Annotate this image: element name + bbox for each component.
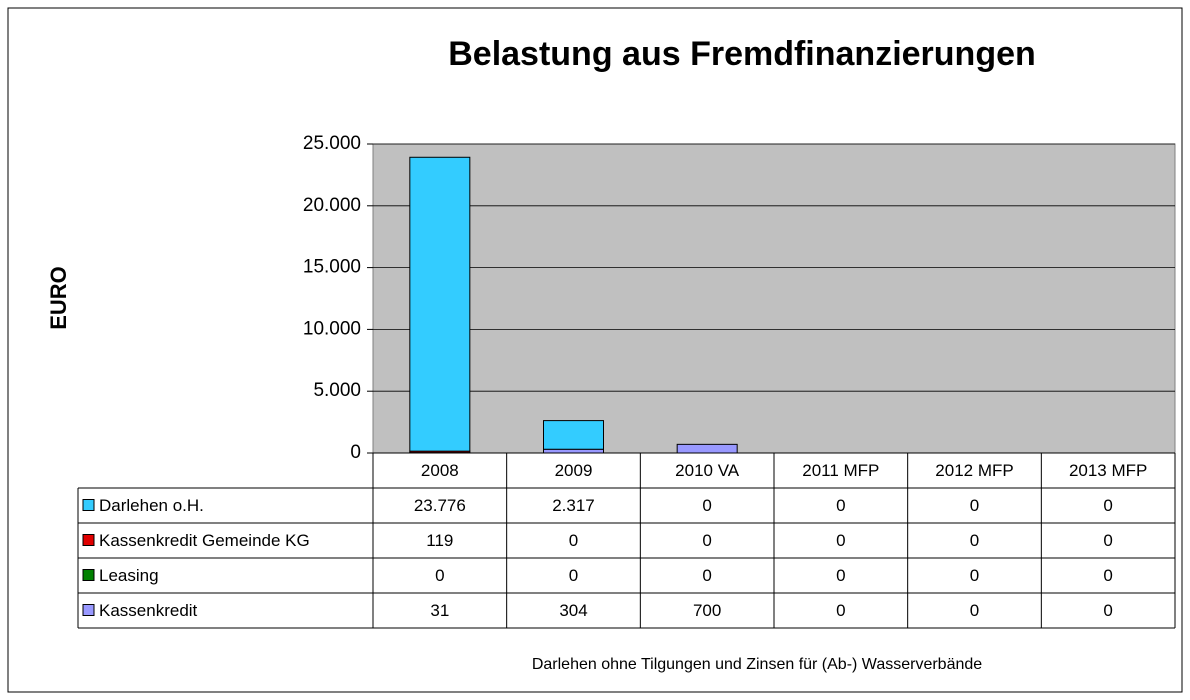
legend-label: Kassenkredit Gemeinde KG bbox=[99, 531, 310, 550]
x-tick-label: 2011 MFP bbox=[802, 461, 879, 480]
y-tick-label: 5.000 bbox=[313, 380, 361, 401]
table-value: 0 bbox=[836, 531, 845, 550]
table-value: 0 bbox=[836, 601, 845, 620]
x-tick-label: 2009 bbox=[555, 461, 593, 480]
bar-segment bbox=[676, 443, 738, 454]
table-value: 0 bbox=[1103, 531, 1112, 550]
table-value: 0 bbox=[836, 496, 845, 515]
legend-label: Darlehen o.H. bbox=[99, 496, 204, 515]
y-tick-label: 0 bbox=[350, 442, 361, 463]
table-value: 0 bbox=[435, 566, 444, 585]
bar-segment bbox=[543, 420, 604, 450]
x-tick-label: 2012 MFP bbox=[935, 461, 1013, 480]
legend-marker bbox=[82, 499, 95, 511]
table-value: 0 bbox=[569, 531, 578, 550]
table-value: 0 bbox=[970, 601, 979, 620]
legend-marker bbox=[82, 604, 95, 616]
bar-segment bbox=[543, 448, 604, 454]
table-value: 700 bbox=[693, 601, 721, 620]
y-tick-label: 15.000 bbox=[303, 257, 361, 278]
y-tick-label: 10.000 bbox=[303, 318, 361, 339]
x-tick-label: 2010 VA bbox=[675, 461, 740, 480]
table-value: 23.776 bbox=[414, 496, 466, 515]
x-tick-label: 2008 bbox=[421, 461, 459, 480]
table-value: 0 bbox=[1103, 496, 1112, 515]
legend-marker bbox=[82, 569, 95, 581]
table-value: 0 bbox=[702, 531, 711, 550]
legend-marker bbox=[82, 534, 95, 546]
y-tick-label: 20.000 bbox=[303, 195, 361, 216]
table-value: 0 bbox=[1103, 601, 1112, 620]
table-value: 0 bbox=[702, 566, 711, 585]
table-value: 31 bbox=[430, 601, 449, 620]
x-tick-label: 2013 MFP bbox=[1069, 461, 1147, 480]
table-value: 0 bbox=[836, 566, 845, 585]
table-value: 0 bbox=[569, 566, 578, 585]
table-value: 0 bbox=[1103, 566, 1112, 585]
plot-area bbox=[372, 143, 1176, 454]
x-axis-label: Darlehen ohne Tilgungen und Zinsen für (… bbox=[532, 656, 982, 673]
table-value: 0 bbox=[970, 496, 979, 515]
table-value: 304 bbox=[559, 601, 587, 620]
legend-label: Kassenkredit bbox=[99, 601, 198, 620]
table-value: 0 bbox=[970, 531, 979, 550]
chart-title: Belastung aus Fremdfinanzierungen bbox=[448, 35, 1036, 73]
table-value: 2.317 bbox=[552, 496, 595, 515]
y-tick-label: 25.000 bbox=[303, 133, 361, 154]
table-value: 119 bbox=[426, 531, 453, 550]
table-value: 0 bbox=[702, 496, 711, 515]
bar-segment bbox=[409, 156, 471, 452]
table-value: 0 bbox=[970, 566, 979, 585]
y-axis-label: EURO bbox=[46, 266, 71, 330]
legend-label: Leasing bbox=[99, 566, 159, 585]
